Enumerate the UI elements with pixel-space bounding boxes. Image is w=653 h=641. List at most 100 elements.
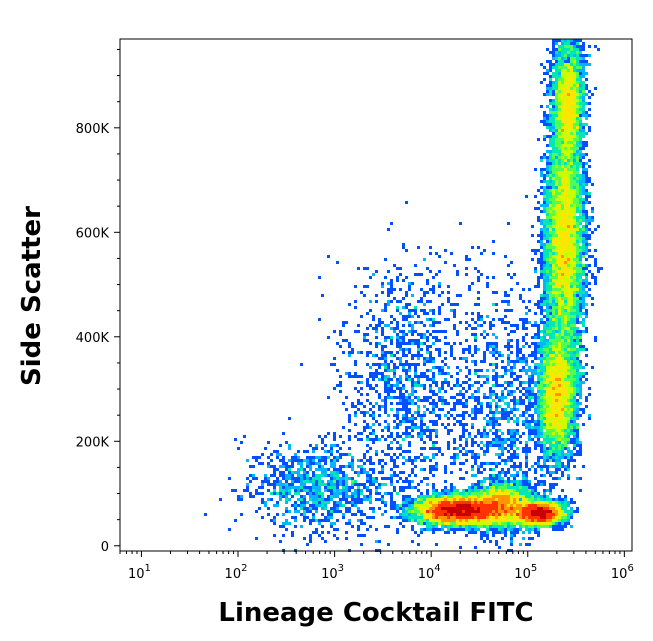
event-dot <box>441 408 444 411</box>
event-dot <box>558 309 561 312</box>
event-dot <box>552 306 555 309</box>
event-dot <box>390 480 393 483</box>
event-dot <box>561 171 564 174</box>
event-dot <box>387 366 390 369</box>
event-dot <box>540 513 543 516</box>
event-dot <box>417 516 420 519</box>
event-dot <box>258 462 261 465</box>
event-dot <box>582 465 585 468</box>
event-dot <box>435 513 438 516</box>
event-dot <box>495 498 498 501</box>
event-dot <box>561 426 564 429</box>
event-dot <box>471 486 474 489</box>
event-dot <box>381 348 384 351</box>
event-dot <box>507 492 510 495</box>
event-dot <box>312 462 315 465</box>
event-dot <box>567 69 570 72</box>
event-dot <box>576 429 579 432</box>
event-dot <box>546 432 549 435</box>
event-dot <box>444 498 447 501</box>
event-dot <box>264 480 267 483</box>
event-dot <box>537 306 540 309</box>
event-dot <box>537 285 540 288</box>
event-dot <box>507 348 510 351</box>
event-dot <box>549 129 552 132</box>
event-dot <box>570 138 573 141</box>
event-dot <box>558 327 561 330</box>
event-dot <box>537 372 540 375</box>
event-dot <box>534 333 537 336</box>
event-dot <box>543 204 546 207</box>
event-dot <box>576 57 579 60</box>
event-dot <box>582 153 585 156</box>
event-dot <box>390 495 393 498</box>
event-dot <box>579 300 582 303</box>
event-dot <box>282 465 285 468</box>
event-dot <box>549 288 552 291</box>
event-dot <box>555 279 558 282</box>
event-dot <box>567 432 570 435</box>
event-dot <box>375 489 378 492</box>
event-dot <box>399 390 402 393</box>
event-dot <box>540 510 543 513</box>
event-dot <box>555 333 558 336</box>
event-dot <box>369 426 372 429</box>
event-dot <box>567 171 570 174</box>
event-dot <box>360 393 363 396</box>
event-dot <box>504 294 507 297</box>
event-dot <box>567 348 570 351</box>
event-dot <box>567 345 570 348</box>
event-dot <box>552 150 555 153</box>
event-dot <box>336 342 339 345</box>
event-dot <box>372 432 375 435</box>
event-dot <box>489 324 492 327</box>
event-dot <box>567 201 570 204</box>
event-dot <box>363 486 366 489</box>
event-dot <box>375 384 378 387</box>
event-dot <box>486 432 489 435</box>
event-dot <box>564 234 567 237</box>
event-dot <box>477 315 480 318</box>
event-dot <box>336 504 339 507</box>
event-dot <box>432 504 435 507</box>
event-dot <box>459 513 462 516</box>
event-dot <box>540 360 543 363</box>
event-dot <box>555 186 558 189</box>
event-dot <box>558 60 561 63</box>
event-dot <box>408 366 411 369</box>
event-dot <box>276 480 279 483</box>
event-dot <box>561 126 564 129</box>
event-dot <box>486 345 489 348</box>
event-dot <box>504 411 507 414</box>
event-dot <box>570 162 573 165</box>
event-dot <box>570 408 573 411</box>
event-dot <box>486 450 489 453</box>
event-dot <box>558 300 561 303</box>
event-dot <box>432 312 435 315</box>
event-dot <box>495 408 498 411</box>
event-dot <box>579 81 582 84</box>
event-dot <box>570 363 573 366</box>
event-dot <box>543 336 546 339</box>
event-dot <box>432 357 435 360</box>
event-dot <box>570 189 573 192</box>
event-dot <box>564 240 567 243</box>
event-dot <box>582 90 585 93</box>
event-dot <box>537 510 540 513</box>
event-dot <box>513 360 516 363</box>
event-dot <box>564 249 567 252</box>
event-dot <box>546 270 549 273</box>
event-dot <box>432 486 435 489</box>
event-dot <box>585 267 588 270</box>
event-dot <box>429 504 432 507</box>
event-dot <box>267 489 270 492</box>
event-dot <box>561 309 564 312</box>
event-dot <box>363 294 366 297</box>
event-dot <box>546 396 549 399</box>
event-dot <box>480 324 483 327</box>
event-dot <box>543 222 546 225</box>
event-dot <box>519 468 522 471</box>
event-dot <box>564 510 567 513</box>
event-dot <box>588 222 591 225</box>
event-dot <box>405 501 408 504</box>
